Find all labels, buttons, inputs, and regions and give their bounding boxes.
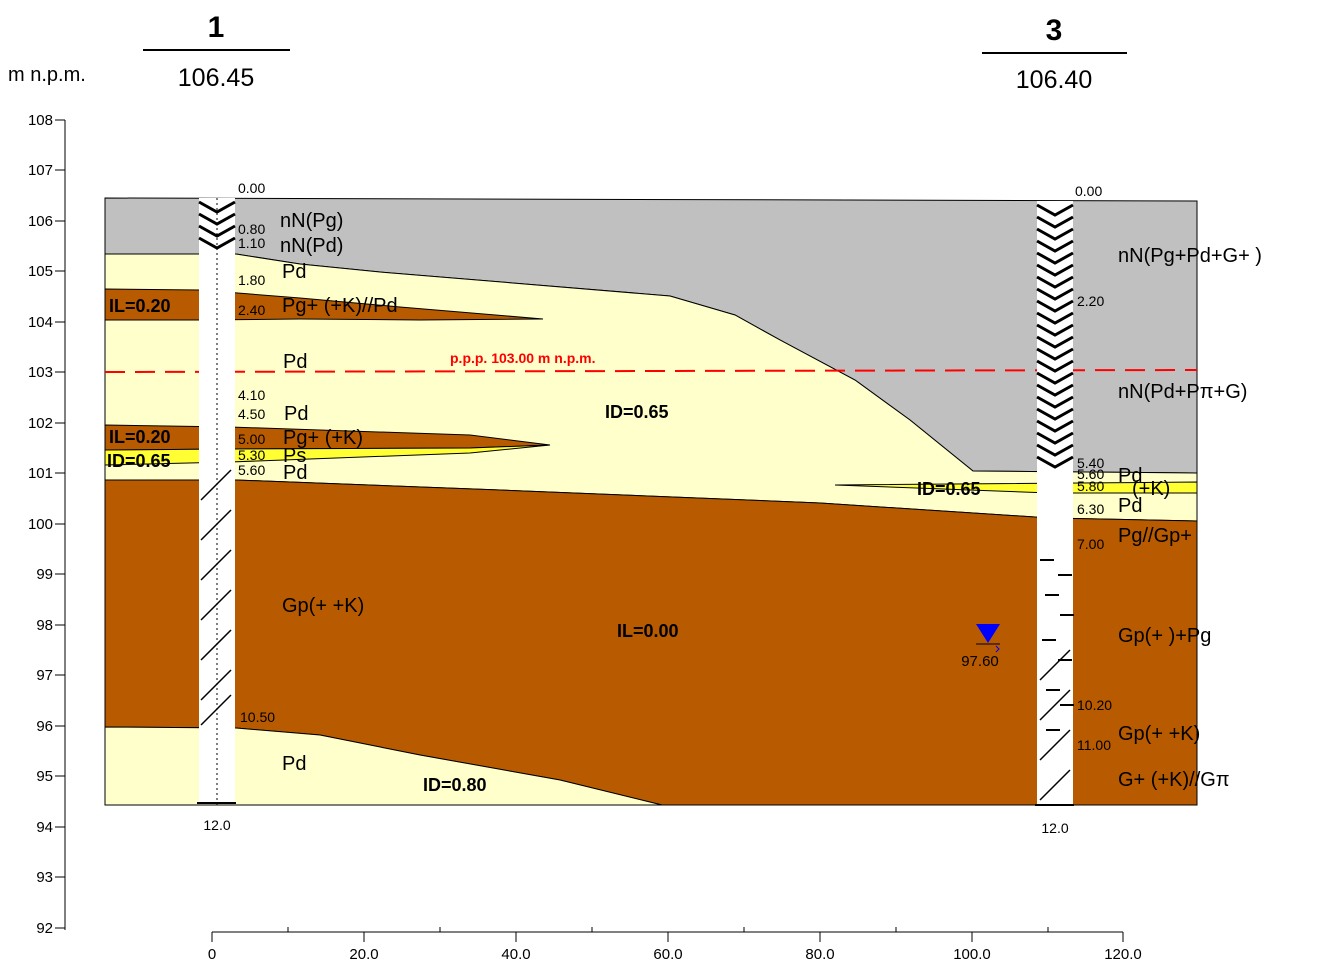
soil-label: Pd xyxy=(1118,465,1142,487)
soil-label: Pg+ (+K) xyxy=(283,427,363,449)
depth-label: 6.30 xyxy=(1077,501,1104,517)
parameter-label: ID=0.65 xyxy=(605,402,669,422)
depth-label: 2.20 xyxy=(1077,293,1104,309)
borehole-1-number: 1 xyxy=(208,11,225,44)
soil-parameters: IL=0.20 IL=0.20 ID=0.65 ID=0.65 ID=0.65 … xyxy=(107,296,981,795)
parameter-label: IL=0.20 xyxy=(109,296,171,316)
x-tick-label: 40.0 xyxy=(501,946,530,963)
depth-label: 0.80 xyxy=(238,221,265,237)
borehole-1-header: 1 106.45 xyxy=(143,11,290,92)
soil-label: Pg+ (+K)//Pd xyxy=(282,295,398,317)
depth-label: 4.10 xyxy=(238,387,265,403)
soil-label: Pd xyxy=(283,351,307,373)
depth-label: 5.00 xyxy=(238,431,265,447)
parameter-label: IL=0.20 xyxy=(109,427,171,447)
x-tick-label: 100.0 xyxy=(953,946,991,963)
soil-label: Pd xyxy=(282,753,306,775)
soil-label: (+K) xyxy=(1132,478,1170,500)
soil-label: Pg//Gp+ xyxy=(1118,525,1192,547)
borehole-3-depths: 0.00 2.20 5.40 5.60 5.80 6.30 7.00 10.20… xyxy=(1041,183,1112,836)
borehole-3-column xyxy=(1035,201,1074,806)
y-tick-label: 108 xyxy=(28,112,53,129)
groundwater-level-label: 97.60 xyxy=(961,653,999,670)
x-tick-label: 60.0 xyxy=(653,946,682,963)
depth-label: 2.40 xyxy=(238,302,265,318)
depth-label: 11.00 xyxy=(1077,737,1111,753)
borehole-3-number: 3 xyxy=(1046,14,1063,47)
y-tick-label: 96 xyxy=(36,718,53,735)
y-tick-label: 94 xyxy=(36,819,53,836)
y-tick-label: 107 xyxy=(28,162,53,179)
depth-label: 7.00 xyxy=(1077,536,1104,552)
soil-label: nN(Pd+Pπ+G) xyxy=(1118,381,1247,403)
water-table-line xyxy=(104,369,1198,373)
y-tick-label: 104 xyxy=(28,314,53,331)
soil-label: nN(Pg) xyxy=(280,210,343,232)
depth-label: 4.50 xyxy=(238,406,265,422)
soil-label: Gp(+ +K) xyxy=(1118,723,1200,745)
borehole-1-bottom: 12.0 xyxy=(203,817,230,833)
y-tick-label: 103 xyxy=(28,364,53,381)
depth-label: 5.60 xyxy=(238,462,265,478)
borehole-1-soils: nN(Pg) nN(Pd) Pd Pg+ (+K)//Pd Pd Pd Pg+ … xyxy=(280,210,398,775)
soil-label: Pd xyxy=(283,462,307,484)
borehole-1-column xyxy=(197,198,236,805)
borehole-3-bottom: 12.0 xyxy=(1041,820,1068,836)
parameter-label: IL=0.00 xyxy=(617,621,679,641)
y-axis: 108 107 106 105 104 103 102 101 100 99 9… xyxy=(28,112,66,937)
y-tick-label: 106 xyxy=(28,213,53,230)
soil-label: nN(Pd) xyxy=(280,235,343,257)
parameter-label: ID=0.65 xyxy=(917,479,981,499)
depth-label: 1.80 xyxy=(238,272,265,288)
x-tick-label: 80.0 xyxy=(805,946,834,963)
depth-label: 10.20 xyxy=(1077,697,1112,713)
y-tick-label: 98 xyxy=(36,617,53,634)
y-tick-label: 97 xyxy=(36,667,53,684)
layer-lens-right xyxy=(834,481,1198,494)
y-tick-label: 95 xyxy=(36,768,53,785)
borehole-1-depths: 0.00 0.80 1.10 1.80 2.40 4.10 4.50 5.00 … xyxy=(203,180,275,833)
soil-label: Pd xyxy=(284,403,308,425)
y-tick-label: 105 xyxy=(28,263,53,280)
depth-label: 5.60 xyxy=(1077,466,1104,482)
x-axis: 0 20.0 40.0 60.0 80.0 100.0 120.0 xyxy=(208,927,1142,963)
borehole-3-header: 3 106.40 xyxy=(982,14,1127,94)
water-table-label: p.p.p. 103.00 m n.p.m. xyxy=(450,350,595,366)
y-tick-label: 99 xyxy=(36,566,53,583)
borehole-3-soils: nN(Pg+Pd+G+ ) nN(Pd+Pπ+G) Pd (+K) Pd Pg/… xyxy=(1118,245,1262,791)
parameter-label: ID=0.65 xyxy=(107,451,171,471)
soil-label: Gp(+ )+Pg xyxy=(1118,625,1211,647)
depth-label: 5.80 xyxy=(1077,478,1104,494)
x-tick-label: 120.0 xyxy=(1104,946,1142,963)
soil-label: Gp(+ +K) xyxy=(282,595,364,617)
y-tick-label: 101 xyxy=(28,465,53,482)
y-tick-label: 92 xyxy=(36,920,53,937)
depth-label: 0.00 xyxy=(1075,183,1102,199)
borehole-1-elevation: 106.45 xyxy=(178,64,254,92)
y-tick-label: 100 xyxy=(28,516,53,533)
depth-label: 0.00 xyxy=(238,180,265,196)
soil-label: Pd xyxy=(1118,495,1142,517)
soil-label: nN(Pg+Pd+G+ ) xyxy=(1118,245,1262,267)
y-ticks xyxy=(55,119,65,929)
soil-label: Ps xyxy=(283,445,306,467)
layer-pd-bottom xyxy=(104,726,663,806)
groundwater-marker: 97.60 xyxy=(961,624,1000,670)
y-tick-label: 93 xyxy=(36,869,53,886)
water-table-triangle-icon xyxy=(976,624,1000,643)
unit-label: m n.p.m. xyxy=(8,64,86,86)
soil-label: G+ (+K)//Gπ xyxy=(1118,769,1230,791)
x-tick-label: 20.0 xyxy=(349,946,378,963)
depth-label: 5.30 xyxy=(238,447,265,463)
x-tick-label: 0 xyxy=(208,946,216,963)
borehole-3-elevation: 106.40 xyxy=(1016,66,1092,94)
depth-label: 5.40 xyxy=(1077,455,1104,471)
y-tick-label: 102 xyxy=(28,415,53,432)
soil-label: Pd xyxy=(282,261,306,283)
depth-label: 10.50 xyxy=(240,709,275,725)
parameter-label: ID=0.80 xyxy=(423,775,487,795)
depth-label: 1.10 xyxy=(238,235,265,251)
